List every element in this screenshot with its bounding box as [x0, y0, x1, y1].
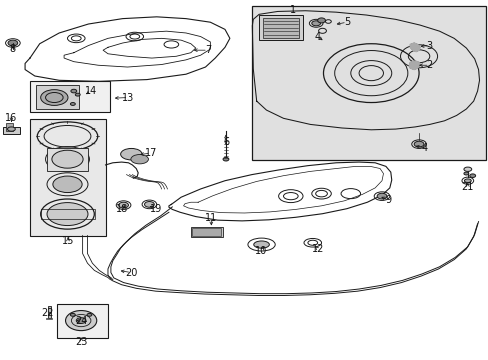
- Text: 9: 9: [385, 195, 390, 205]
- Ellipse shape: [87, 314, 92, 316]
- Ellipse shape: [8, 40, 18, 46]
- Text: 19: 19: [149, 204, 162, 214]
- Text: 23: 23: [75, 337, 87, 347]
- Ellipse shape: [376, 193, 386, 199]
- Text: 12: 12: [311, 244, 323, 254]
- Text: 4: 4: [314, 32, 320, 41]
- Text: 21: 21: [461, 182, 473, 192]
- Ellipse shape: [253, 241, 269, 248]
- Ellipse shape: [463, 167, 471, 171]
- Ellipse shape: [70, 103, 75, 105]
- Text: 6: 6: [223, 138, 228, 147]
- Bar: [30, 119, 105, 235]
- Ellipse shape: [317, 18, 325, 23]
- Ellipse shape: [52, 150, 83, 168]
- Bar: [41, 210, 95, 219]
- Ellipse shape: [76, 318, 86, 323]
- Bar: [47, 148, 88, 171]
- Bar: [57, 304, 108, 338]
- Text: 4: 4: [421, 143, 427, 153]
- Text: 16: 16: [5, 113, 18, 123]
- Ellipse shape: [463, 172, 468, 175]
- Text: 7: 7: [204, 45, 211, 55]
- Bar: [190, 227, 222, 237]
- Ellipse shape: [71, 89, 77, 93]
- Bar: [251, 6, 485, 160]
- Ellipse shape: [7, 127, 15, 131]
- Ellipse shape: [121, 148, 142, 160]
- Bar: [259, 15, 303, 40]
- Ellipse shape: [47, 203, 88, 226]
- Ellipse shape: [119, 202, 128, 208]
- Text: 14: 14: [84, 86, 97, 96]
- Text: 2: 2: [426, 60, 432, 70]
- Text: 20: 20: [125, 267, 137, 278]
- Ellipse shape: [41, 90, 68, 105]
- Text: 5: 5: [343, 17, 349, 27]
- Ellipse shape: [70, 314, 75, 316]
- Ellipse shape: [469, 174, 475, 177]
- Text: 3: 3: [426, 41, 432, 50]
- Bar: [46, 318, 52, 319]
- Ellipse shape: [311, 21, 320, 26]
- Ellipse shape: [131, 154, 148, 164]
- Bar: [5, 123, 13, 131]
- Ellipse shape: [144, 202, 154, 207]
- Text: 15: 15: [61, 236, 74, 246]
- Ellipse shape: [75, 93, 80, 96]
- Bar: [263, 18, 299, 38]
- Ellipse shape: [53, 176, 82, 193]
- Text: 11: 11: [205, 213, 217, 222]
- Text: 17: 17: [144, 148, 157, 158]
- Ellipse shape: [223, 157, 228, 161]
- Text: 13: 13: [122, 93, 134, 103]
- Polygon shape: [409, 43, 419, 51]
- Bar: [30, 81, 110, 112]
- Polygon shape: [408, 61, 419, 69]
- Ellipse shape: [65, 311, 97, 330]
- Text: 1: 1: [289, 5, 296, 15]
- Ellipse shape: [413, 141, 423, 147]
- Text: 22: 22: [41, 309, 53, 318]
- Bar: [47, 306, 51, 318]
- Text: 18: 18: [115, 204, 127, 214]
- Text: 24: 24: [75, 316, 87, 325]
- Text: 10: 10: [255, 246, 267, 256]
- Bar: [192, 228, 221, 235]
- Ellipse shape: [464, 179, 470, 183]
- Text: 8: 8: [10, 44, 16, 54]
- Bar: [36, 85, 79, 109]
- Bar: [3, 127, 20, 134]
